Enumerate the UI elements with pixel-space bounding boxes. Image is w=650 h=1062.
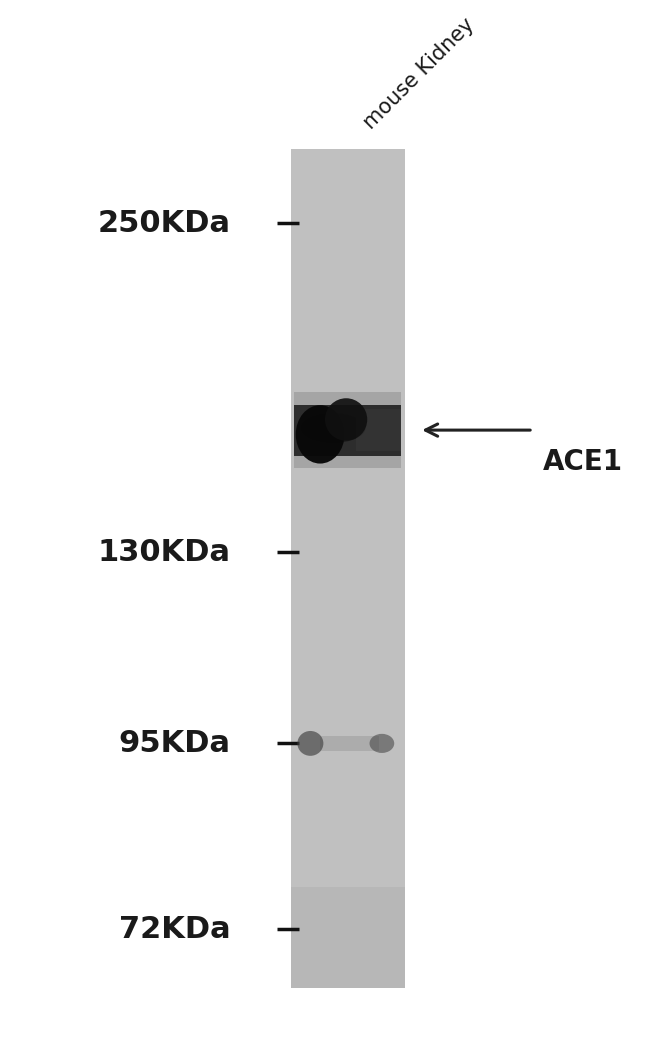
Ellipse shape (325, 398, 367, 441)
Bar (294, 392, 402, 468)
Ellipse shape (369, 734, 394, 753)
Ellipse shape (300, 413, 365, 443)
Text: ACE1: ACE1 (543, 448, 623, 476)
Bar (320, 736, 378, 751)
Bar (294, 405, 402, 456)
Bar (356, 409, 402, 451)
Text: 130KDa: 130KDa (98, 537, 231, 567)
Ellipse shape (296, 406, 344, 464)
Text: 95KDa: 95KDa (119, 729, 231, 758)
Bar (291, 887, 404, 988)
Text: 72KDa: 72KDa (119, 914, 231, 944)
Text: mouse Kidney: mouse Kidney (359, 14, 478, 133)
Ellipse shape (298, 731, 324, 756)
Text: 250KDa: 250KDa (98, 208, 231, 238)
Bar (291, 149, 404, 988)
